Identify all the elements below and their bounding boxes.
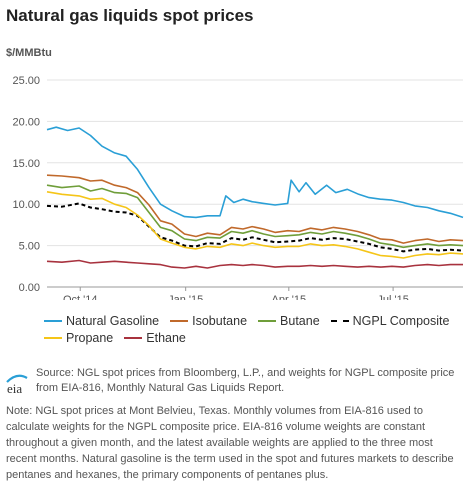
legend-swatch: [44, 336, 62, 339]
x-tick-label: Apr '15: [272, 294, 307, 300]
eia-logo-icon: eia: [6, 374, 28, 396]
x-axis-ticks: Oct '14 Jan '15 Apr '15 Jul '15: [63, 287, 409, 300]
legend-item-ethane: Ethane: [124, 331, 186, 345]
y-tick-label: 15.00: [12, 158, 40, 170]
legend-item-butane: Butane: [258, 314, 320, 328]
legend-label: Natural Gasoline: [66, 313, 160, 328]
legend-item-propane: Propane: [44, 331, 113, 345]
legend-row-1: Natural Gasoline Isobutane Butane NGPL C…: [44, 312, 464, 329]
x-tick-label: Oct '14: [63, 294, 98, 300]
note-text: Note: NGL spot prices at Mont Belvieu, T…: [6, 405, 454, 481]
y-tick-label: 20.00: [12, 116, 40, 128]
line-chart: 0.00 5.00 10.00 15.00 20.00 25.00 Oct '14 Jan …: [12, 75, 464, 300]
legend-item-natural-gasoline: Natural Gasoline: [44, 314, 159, 328]
chart-title: Natural gas liquids spot prices: [6, 6, 254, 25]
legend-item-isobutane: Isobutane: [170, 314, 247, 328]
series-line-ethane: [46, 259, 463, 269]
series-line-isobutane: [46, 174, 464, 244]
legend-swatch: [44, 319, 62, 322]
series-line-natural-gasoline: [46, 126, 464, 219]
legend-label: Isobutane: [192, 313, 248, 328]
source-text: Source: NGL spot prices from Bloomberg, …: [36, 367, 455, 394]
legend-swatch: [330, 319, 349, 322]
x-tick-label: Jan '15: [168, 294, 203, 300]
y-tick-label: 5.00: [19, 241, 40, 253]
legend-swatch: [170, 319, 189, 322]
legend-swatch: [258, 319, 277, 322]
legend-label: Butane: [280, 313, 320, 328]
series-line-ngpl-composite: [46, 202, 464, 253]
legend-label: NGPL Composite: [352, 313, 450, 328]
legend-row-2: Propane Ethane: [44, 329, 464, 346]
y-tick-label: 10.00: [12, 199, 40, 211]
y-tick-label: 25.00: [12, 75, 40, 87]
x-tick-label: Jul '15: [377, 294, 408, 300]
series-line-butane: [46, 184, 464, 249]
legend-label: Ethane: [146, 330, 186, 345]
series-lines: [46, 126, 464, 269]
eia-logo-text: eia: [7, 381, 22, 396]
legend-swatch: [124, 336, 143, 339]
series-line-propane: [46, 191, 464, 259]
y-axis-unit-label: $/MMBtu: [6, 47, 52, 59]
y-axis-ticks: 0.00 5.00 10.00 15.00 20.00 25.00: [12, 75, 40, 294]
legend-label: Propane: [66, 330, 114, 345]
y-tick-label: 0.00: [19, 282, 40, 294]
chart-legend: Natural Gasoline Isobutane Butane NGPL C…: [44, 312, 464, 346]
legend-item-ngpl-composite: NGPL Composite: [330, 313, 450, 328]
